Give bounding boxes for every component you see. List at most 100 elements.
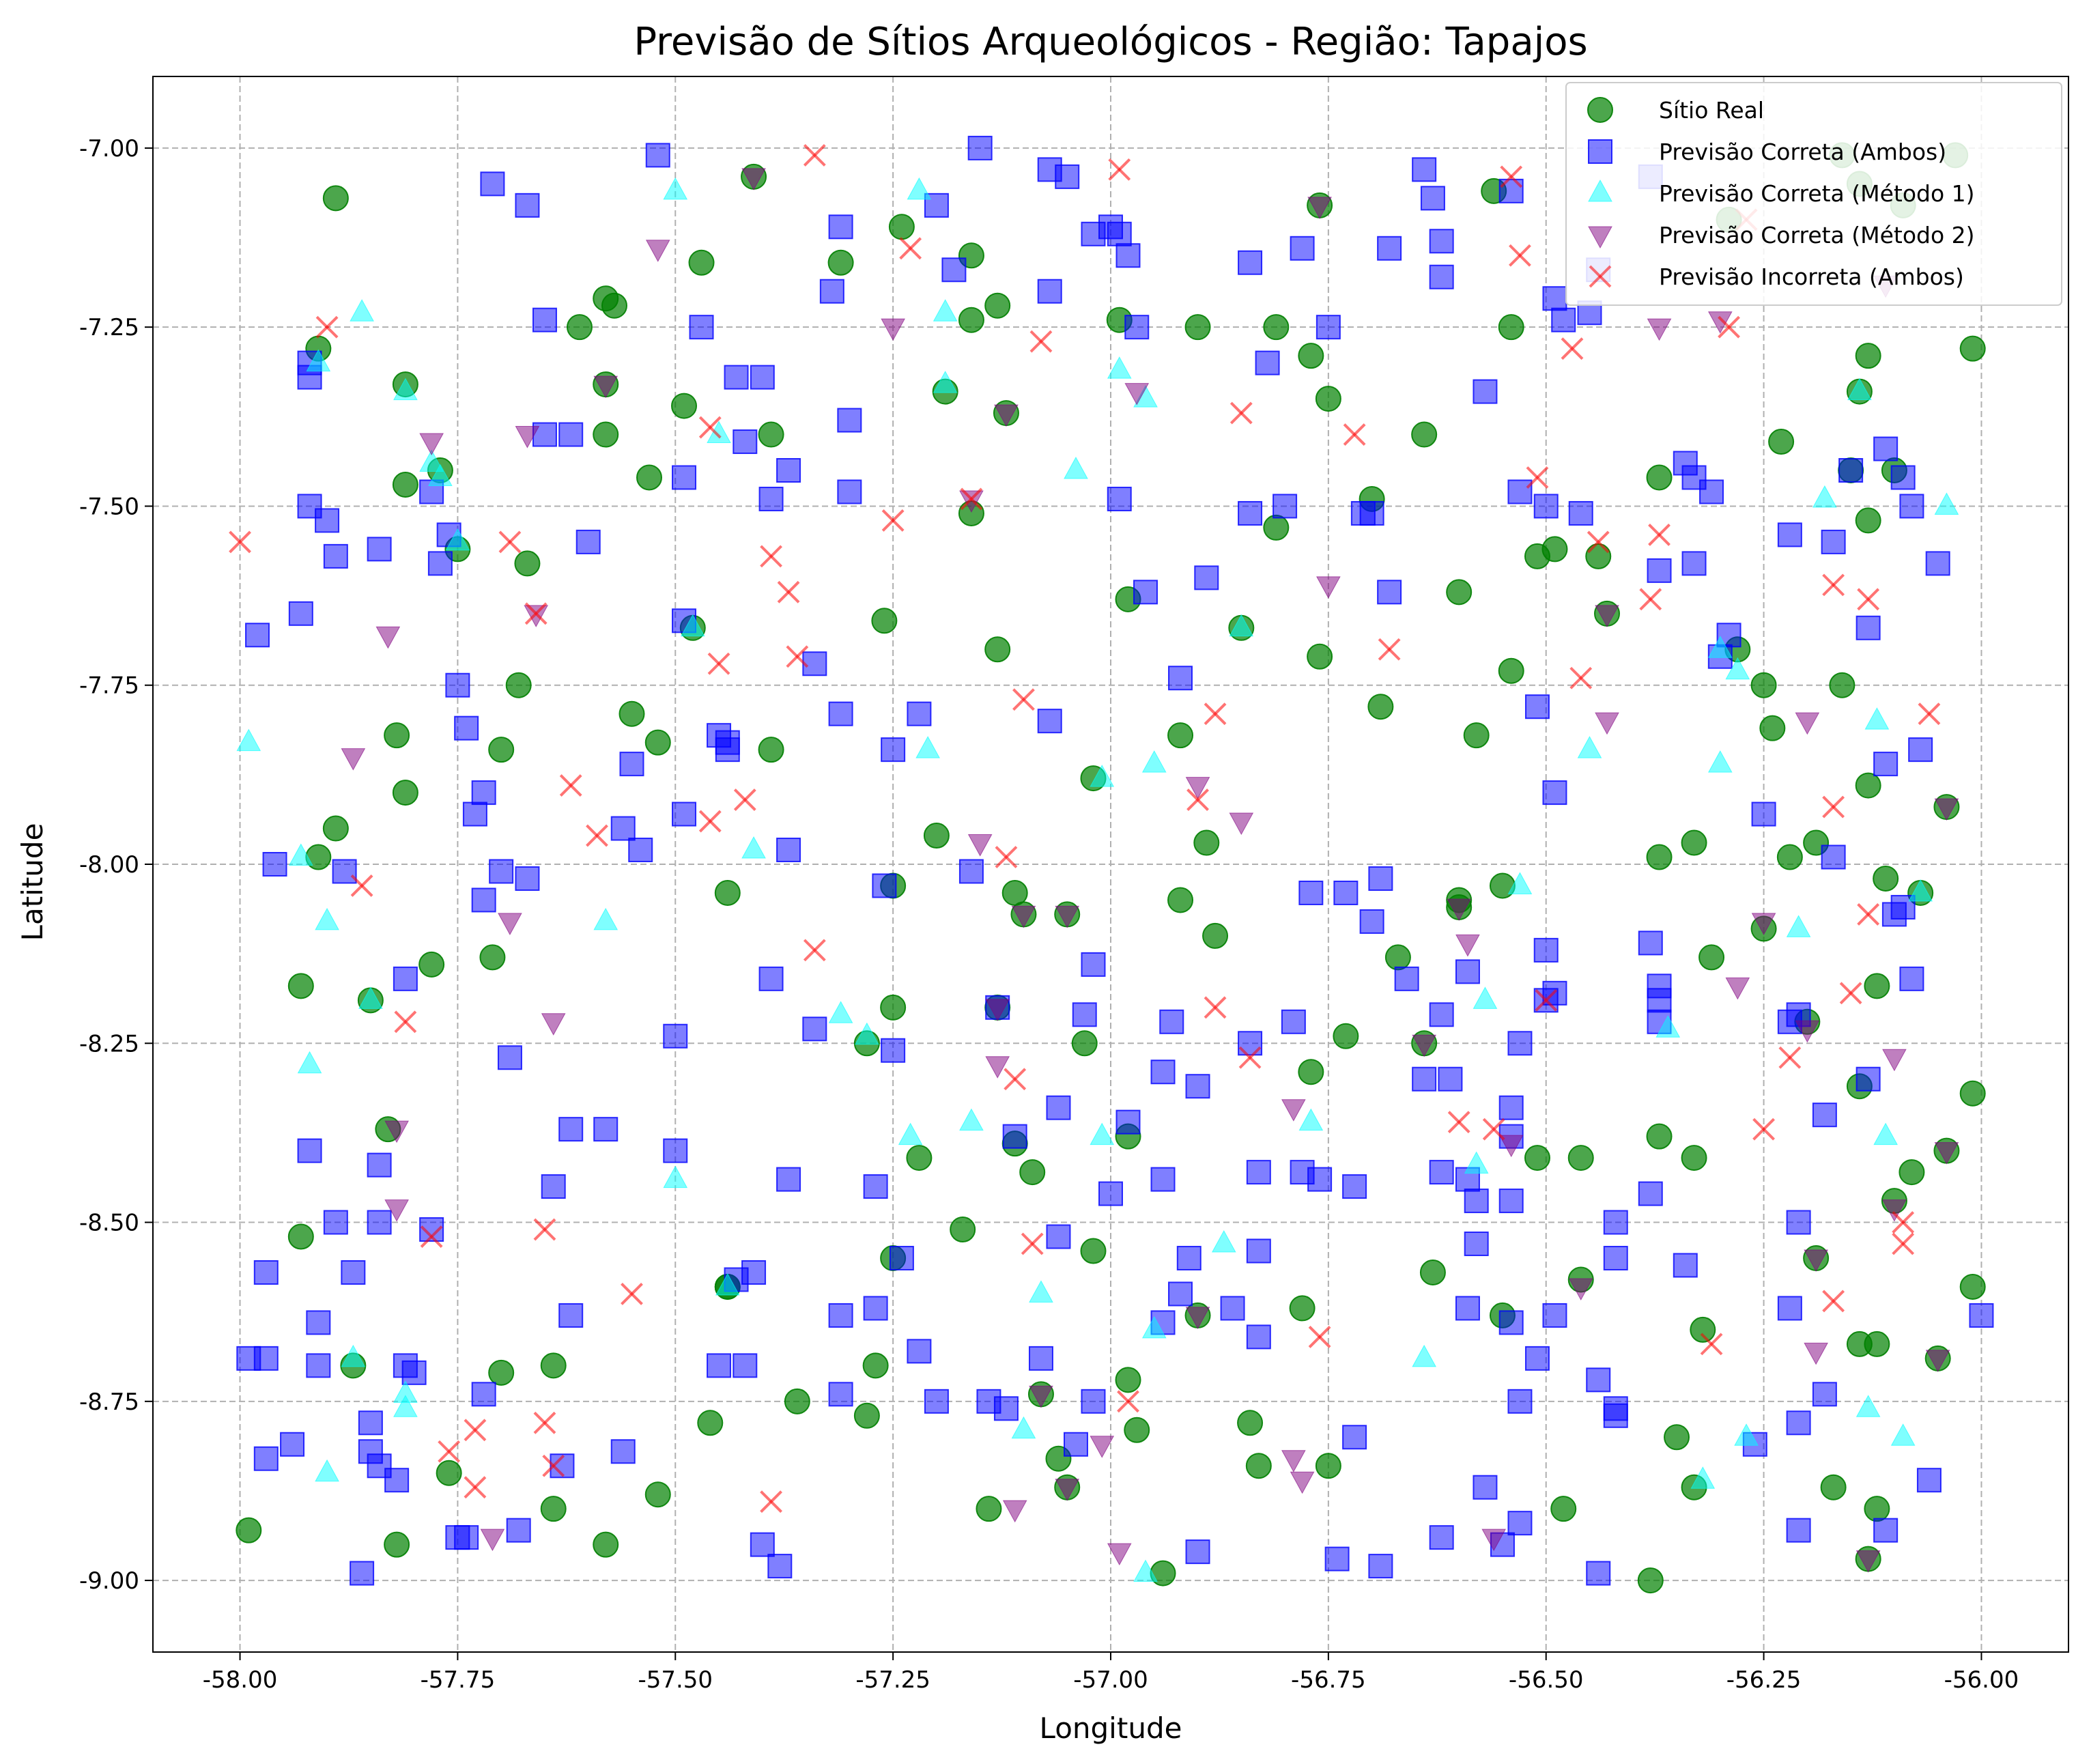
x-marker-stroke: [1892, 1211, 1915, 1234]
data-point: [828, 701, 853, 726]
data-point: [802, 1016, 827, 1042]
data-point: [1855, 615, 1881, 640]
x-marker-stroke: [1752, 1118, 1776, 1141]
data-point: [915, 736, 940, 758]
data-point: [941, 257, 967, 283]
data-point: [950, 1217, 976, 1243]
data-point: [601, 292, 627, 319]
data-point: [984, 292, 1011, 319]
data-point: [1055, 164, 1080, 189]
legend-marker: [1588, 139, 1612, 164]
x-marker-stroke: [1918, 702, 1941, 726]
data-point: [315, 508, 340, 533]
data-point: [872, 873, 897, 898]
data-point: [1263, 314, 1290, 341]
series-4: [229, 143, 1941, 1513]
legend-marker: [1589, 265, 1612, 288]
data-point: [306, 1310, 331, 1335]
data-point: [1176, 1246, 1201, 1270]
data-point: [427, 551, 453, 576]
data-point: [1857, 588, 1880, 611]
data-point: [419, 449, 444, 472]
data-point: [489, 859, 514, 884]
x-marker-stroke: [350, 874, 373, 897]
data-point: [1229, 614, 1254, 637]
data-point: [1429, 264, 1454, 289]
data-point: [1751, 913, 1776, 935]
x-marker-stroke: [533, 1218, 556, 1241]
data-point: [420, 1225, 443, 1248]
data-point: [984, 636, 1011, 663]
x-marker-stroke: [1778, 1046, 1802, 1069]
data-point: [663, 177, 688, 200]
data-point: [1586, 1367, 1611, 1393]
data-point: [1185, 1307, 1210, 1329]
x-marker-stroke: [1589, 265, 1612, 288]
data-point: [322, 815, 349, 842]
x-tick-label: -56.25: [1726, 1666, 1802, 1694]
data-point: [524, 602, 548, 625]
data-point: [367, 1210, 392, 1235]
data-point: [1185, 1074, 1210, 1099]
x-marker-stroke: [420, 1225, 443, 1248]
data-point: [1359, 500, 1384, 526]
data-point: [1839, 982, 1862, 1005]
data-point: [471, 887, 496, 913]
data-point: [871, 608, 898, 634]
data-point: [888, 214, 915, 240]
data-point: [1202, 922, 1229, 949]
data-point: [488, 1359, 515, 1386]
data-point: [1090, 1436, 1115, 1458]
data-point: [1186, 788, 1209, 811]
data-point: [1498, 657, 1524, 684]
data-point: [803, 939, 826, 962]
x-marker-stroke: [586, 824, 608, 847]
data-point: [1864, 973, 1890, 999]
data-point: [471, 1382, 496, 1407]
data-point: [1324, 1546, 1350, 1571]
data-point: [1638, 930, 1663, 956]
x-marker-stroke: [1029, 330, 1053, 353]
data-point: [1587, 530, 1610, 554]
data-point: [619, 752, 644, 777]
data-point: [1343, 423, 1366, 446]
x-marker-stroke: [733, 788, 756, 811]
data-point: [958, 307, 984, 333]
data-point: [1489, 872, 1516, 899]
data-point: [1394, 966, 1419, 991]
data-point: [1455, 1296, 1480, 1321]
data-point: [1333, 1023, 1359, 1049]
data-point: [907, 701, 932, 726]
data-point: [733, 788, 756, 811]
data-point: [1725, 657, 1750, 680]
data-point: [1969, 1303, 1994, 1328]
data-point: [1359, 909, 1384, 934]
data-point: [1542, 286, 1567, 311]
data-point: [733, 429, 758, 455]
data-point: [1820, 1474, 1847, 1500]
data-point: [1681, 829, 1707, 856]
data-point: [1639, 588, 1662, 611]
data-point: [1159, 1009, 1184, 1034]
data-point: [1141, 1315, 1167, 1339]
data-point: [428, 464, 453, 486]
data-point: [297, 1138, 322, 1163]
x-marker-stroke: [394, 1010, 417, 1034]
legend-label: Previsão Correta (Método 1): [1659, 180, 1975, 207]
data-point: [392, 471, 418, 498]
data-point: [1890, 1423, 1916, 1446]
data-point: [1899, 494, 1924, 519]
data-point: [1846, 1331, 1873, 1357]
data-point: [1037, 279, 1062, 304]
data-point: [558, 1117, 584, 1142]
data-point: [315, 1459, 339, 1482]
y-tick-label: -7.25: [79, 314, 139, 341]
data-point: [1238, 1046, 1262, 1069]
data-point: [1908, 737, 1933, 763]
data-point: [967, 834, 993, 857]
x-marker-stroke: [803, 939, 826, 962]
data-point: [1535, 988, 1558, 1012]
data-point: [394, 1010, 417, 1034]
data-point: [1864, 1496, 1890, 1522]
x-marker-stroke: [1186, 788, 1209, 811]
